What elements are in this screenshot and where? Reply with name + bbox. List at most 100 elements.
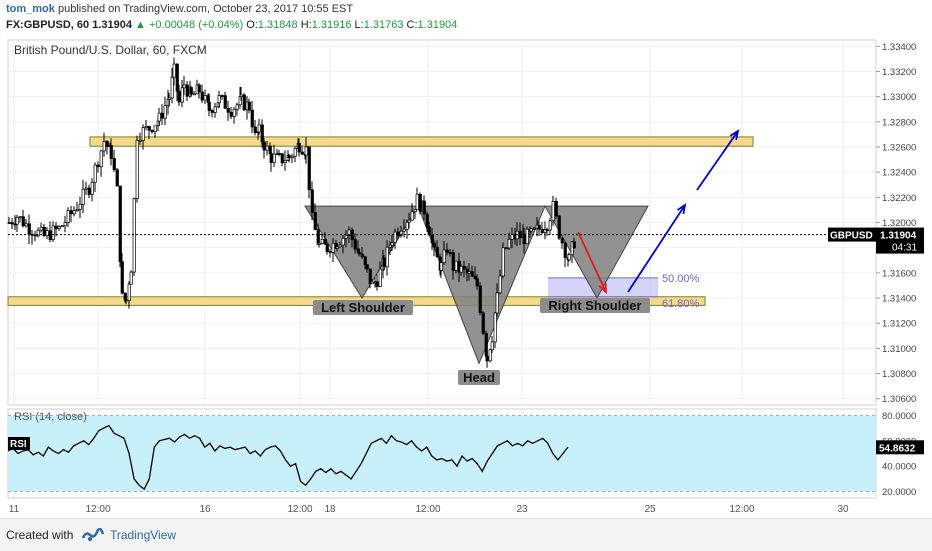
candle (331, 243, 335, 253)
candle (448, 252, 452, 254)
rsi-title: RSI (14, close) (14, 411, 87, 423)
candle (21, 216, 25, 227)
candle (382, 257, 386, 268)
candle (495, 292, 499, 314)
candle (203, 95, 207, 101)
rsi-tick-label: 40.0000 (882, 462, 916, 473)
candle (385, 246, 389, 268)
candle (363, 256, 367, 266)
high-value: 1.31916 (311, 19, 352, 31)
candle (99, 150, 103, 168)
candle (422, 200, 426, 215)
candle (454, 260, 458, 271)
candle (57, 226, 61, 230)
candle (522, 233, 526, 245)
x-tick-label: 12:00 (287, 504, 312, 515)
candle (210, 110, 214, 113)
candle (185, 84, 189, 97)
candle (300, 151, 304, 155)
candle (488, 349, 492, 362)
candle (328, 251, 332, 253)
y-tick-label: 1.33400 (882, 42, 916, 53)
candle (118, 185, 122, 262)
open-value: 1.31848 (257, 19, 298, 31)
candle (283, 160, 287, 164)
rsi-tag-box (8, 437, 30, 450)
last-price-box (876, 227, 924, 254)
candle (548, 220, 552, 231)
candle (439, 262, 443, 271)
candle (365, 264, 369, 270)
y-tick-label: 1.30800 (882, 369, 916, 380)
candle (239, 94, 243, 97)
candle (170, 76, 174, 99)
candle (24, 223, 28, 227)
candle (132, 198, 136, 273)
candle (498, 275, 502, 294)
candle (297, 142, 301, 153)
candle (338, 244, 342, 248)
symbol-line: FX:GBPUSD, 60 (6, 19, 90, 31)
candle (413, 209, 417, 212)
candle (304, 146, 308, 156)
x-tick-label: 12:00 (729, 504, 754, 515)
candle (393, 231, 397, 243)
candle (347, 229, 351, 236)
candle (293, 148, 297, 157)
candle (504, 247, 508, 250)
candle (427, 226, 431, 236)
candle (335, 246, 339, 249)
rsi-band (8, 415, 876, 492)
candle (72, 210, 76, 215)
candle (213, 106, 217, 113)
candle (484, 333, 488, 357)
candle (545, 229, 549, 231)
rsi-line (7, 424, 569, 491)
candle (189, 87, 193, 95)
fib-50-label: 50.00% (662, 273, 700, 285)
candle (475, 278, 479, 287)
candle (572, 241, 576, 249)
open-label: O: (246, 19, 258, 31)
candle (129, 271, 133, 285)
candle (451, 252, 455, 271)
candle (250, 109, 254, 128)
candle (235, 104, 239, 110)
symbol-header: FX:GBPUSD, 60 1.31904 ▲ +0.00048 (+0.04%… (6, 19, 457, 31)
candle (445, 249, 449, 253)
candle (540, 228, 544, 233)
candle (112, 158, 116, 171)
candle (177, 90, 181, 103)
left-shoulder-label-box (313, 300, 413, 315)
candle (10, 222, 14, 225)
breakout-arrow-2-head (729, 129, 740, 140)
candle (407, 219, 411, 223)
candle (150, 129, 154, 133)
x-tick-label: 23 (516, 504, 528, 515)
author-link[interactable]: tom_mok (6, 3, 55, 15)
low-value: 1.31763 (363, 19, 404, 31)
candle (265, 145, 269, 151)
candle (115, 169, 119, 187)
y-tick-label: 1.31200 (882, 319, 916, 330)
y-tick-label: 1.33000 (882, 92, 916, 103)
candle (554, 200, 558, 217)
last-price-symbol: GBPUSD (830, 231, 873, 242)
x-tick-label: 11 (9, 504, 20, 515)
tradingview-link[interactable]: TradingView (110, 528, 177, 542)
rsi-value-box (876, 440, 924, 455)
candle (247, 101, 251, 111)
candle (470, 271, 474, 277)
candle (262, 141, 266, 151)
candle (182, 84, 186, 89)
candle (84, 187, 88, 190)
y-tick-label: 1.32000 (882, 218, 916, 229)
candle (467, 271, 471, 274)
candle (39, 226, 43, 231)
candle (557, 215, 561, 239)
y-tick-label: 1.32800 (882, 117, 916, 128)
candle (360, 253, 364, 258)
price-change: ▲ +0.00048 (+0.04%) (135, 19, 244, 31)
candle (405, 221, 409, 230)
